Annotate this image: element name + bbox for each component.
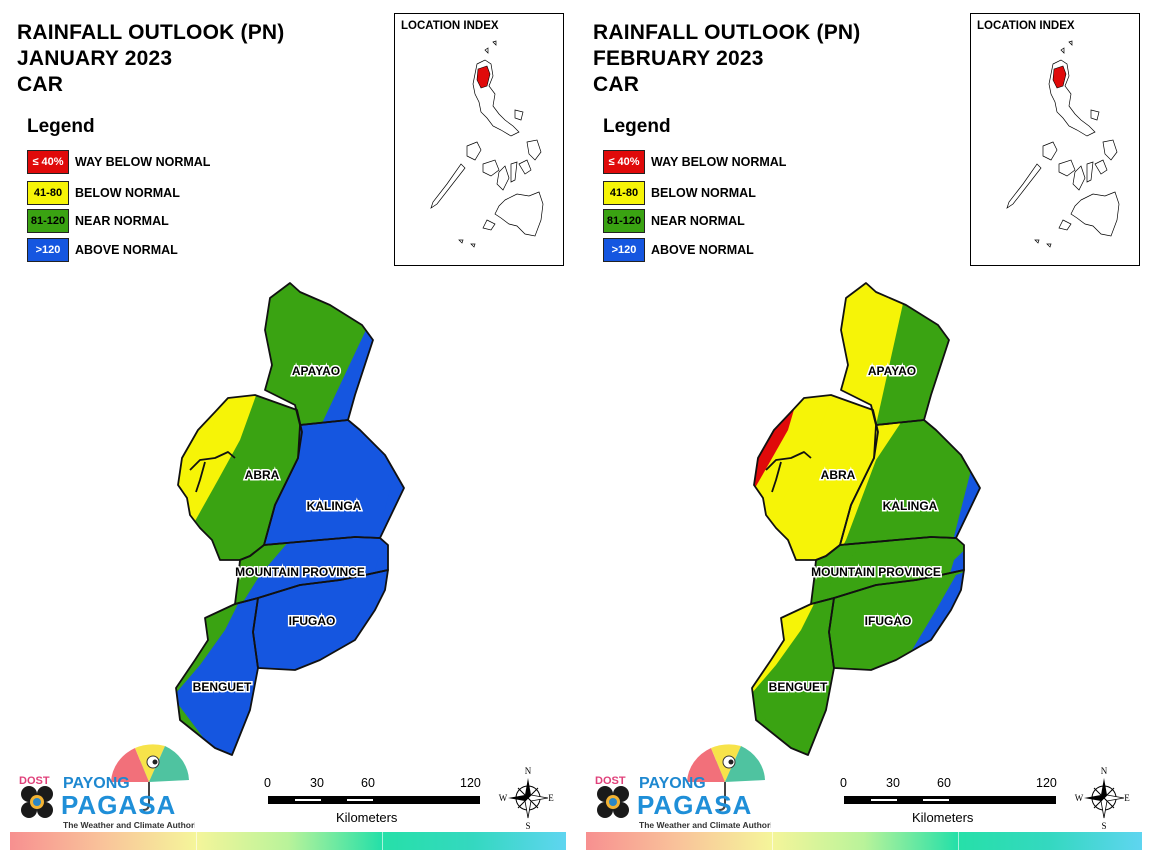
province-label-abra: ABRA bbox=[245, 468, 280, 482]
legend-swatch: 41-80 bbox=[27, 181, 69, 205]
pagasa-text: PAGASA bbox=[61, 790, 176, 820]
location-index-title: LOCATION INDEX bbox=[977, 20, 1075, 32]
footer-gradient-bar bbox=[10, 832, 566, 850]
scale-tick-label: 120 bbox=[1036, 776, 1057, 790]
province-label-ifugao: IFUGAO bbox=[865, 614, 912, 628]
location-index-title: LOCATION INDEX bbox=[401, 20, 499, 32]
location-index: LOCATION INDEX bbox=[394, 13, 564, 266]
legend-swatch: >120 bbox=[27, 238, 69, 262]
scale-bar-graphic bbox=[268, 796, 480, 804]
svg-text:N: N bbox=[525, 766, 532, 776]
province-label-abra: ABRA bbox=[821, 468, 856, 482]
legend-swatch: 81-120 bbox=[27, 209, 69, 233]
scale-unit: Kilometers bbox=[912, 810, 974, 825]
legend-label: NEAR NORMAL bbox=[651, 214, 745, 228]
scale-tick-label: 0 bbox=[264, 776, 271, 790]
outlook-panel-1: RAINFALL OUTLOOK (PN) JANUARY 2023 CAR L… bbox=[10, 13, 566, 850]
legend-title: Legend bbox=[27, 116, 95, 137]
compass-rose-icon: N S E W bbox=[499, 766, 554, 830]
province-label-kalinga: KALINGA bbox=[883, 499, 938, 513]
scale-tick-label: 0 bbox=[840, 776, 847, 790]
scale-tick-label: 60 bbox=[937, 776, 951, 790]
map-title: RAINFALL OUTLOOK (PN) FEBRUARY 2023 CAR bbox=[593, 20, 860, 98]
pagasa-text: PAGASA bbox=[637, 790, 752, 820]
svg-text:W: W bbox=[1075, 793, 1084, 803]
legend-label: WAY BELOW NORMAL bbox=[651, 155, 787, 169]
title-line-2: JANUARY 2023 bbox=[17, 47, 173, 70]
map-title: RAINFALL OUTLOOK (PN) JANUARY 2023 CAR bbox=[17, 20, 284, 98]
svg-text:S: S bbox=[525, 821, 530, 830]
scale-tick-label: 120 bbox=[460, 776, 481, 790]
svg-text:S: S bbox=[1101, 821, 1106, 830]
outlook-panel-2: RAINFALL OUTLOOK (PN) FEBRUARY 2023 CAR … bbox=[576, 0, 1152, 864]
scale-bar-graphic bbox=[844, 796, 1056, 804]
legend-title: Legend bbox=[603, 116, 671, 137]
svg-text:W: W bbox=[499, 793, 508, 803]
scale-unit: Kilometers bbox=[336, 810, 398, 825]
legend-swatch: 81-120 bbox=[603, 209, 645, 233]
payong-text: PAYONG bbox=[63, 775, 130, 792]
car-outlook-map: APAYAO ABRA KALINGA MOUNTAIN PROVINCE IF… bbox=[751, 282, 981, 756]
province-label-benguet: BENGUET bbox=[193, 680, 252, 694]
title-line-2: FEBRUARY 2023 bbox=[593, 47, 764, 70]
legend-swatch: ≤ 40% bbox=[603, 150, 645, 174]
car-region-highlight bbox=[1052, 65, 1067, 89]
svg-text:E: E bbox=[548, 793, 554, 803]
logo-tagline: The Weather and Climate Authority bbox=[639, 820, 771, 830]
dost-text: DOST bbox=[595, 775, 626, 787]
title-line-1: RAINFALL OUTLOOK (PN) bbox=[17, 21, 285, 44]
province-label-kalinga: KALINGA bbox=[307, 499, 362, 513]
province-label-ifugao: IFUGAO bbox=[289, 614, 336, 628]
legend-label: ABOVE NORMAL bbox=[651, 243, 754, 257]
philippines-outline-map bbox=[1006, 40, 1120, 248]
payong-pagasa-logo: DOST PAYONG PAGASA The Weather and Clima… bbox=[19, 744, 195, 830]
title-line-3: CAR bbox=[593, 73, 640, 96]
svg-text:N: N bbox=[1101, 766, 1108, 776]
compass-rose-icon: N S E W bbox=[1075, 766, 1130, 830]
payong-pagasa-logo: DOST PAYONG PAGASA The Weather and Clima… bbox=[595, 744, 771, 830]
title-line-3: CAR bbox=[17, 73, 64, 96]
location-index: LOCATION INDEX bbox=[970, 13, 1140, 266]
province-label-apayao: APAYAO bbox=[292, 364, 340, 378]
logo-tagline: The Weather and Climate Authority bbox=[63, 820, 195, 830]
philippines-outline-map bbox=[430, 40, 544, 248]
legend-label: WAY BELOW NORMAL bbox=[75, 155, 211, 169]
scale-tick-label: 60 bbox=[361, 776, 375, 790]
scale-tick-label: 30 bbox=[310, 776, 324, 790]
legend-swatch: 41-80 bbox=[603, 181, 645, 205]
legend-label: BELOW NORMAL bbox=[651, 186, 756, 200]
car-region-highlight bbox=[476, 65, 491, 89]
province-label-mountain-province: MOUNTAIN PROVINCE bbox=[235, 565, 365, 579]
dost-text: DOST bbox=[19, 775, 50, 787]
legend-label: NEAR NORMAL bbox=[75, 214, 169, 228]
scale-bar: 0 30 60 120 Kilometers bbox=[260, 776, 495, 831]
scale-tick-label: 30 bbox=[886, 776, 900, 790]
footer-gradient-bar bbox=[586, 832, 1142, 850]
svg-text:E: E bbox=[1124, 793, 1130, 803]
province-label-apayao: APAYAO bbox=[868, 364, 916, 378]
province-label-benguet: BENGUET bbox=[769, 680, 828, 694]
legend-swatch: ≤ 40% bbox=[27, 150, 69, 174]
scale-bar: 0 30 60 120 Kilometers bbox=[836, 776, 1071, 831]
legend-label: BELOW NORMAL bbox=[75, 186, 180, 200]
payong-text: PAYONG bbox=[639, 775, 706, 792]
car-outlook-map: APAYAO ABRA KALINGA MOUNTAIN PROVINCE IF… bbox=[175, 282, 405, 756]
legend-label: ABOVE NORMAL bbox=[75, 243, 178, 257]
province-label-mountain-province: MOUNTAIN PROVINCE bbox=[811, 565, 941, 579]
legend-swatch: >120 bbox=[603, 238, 645, 262]
title-line-1: RAINFALL OUTLOOK (PN) bbox=[593, 21, 861, 44]
